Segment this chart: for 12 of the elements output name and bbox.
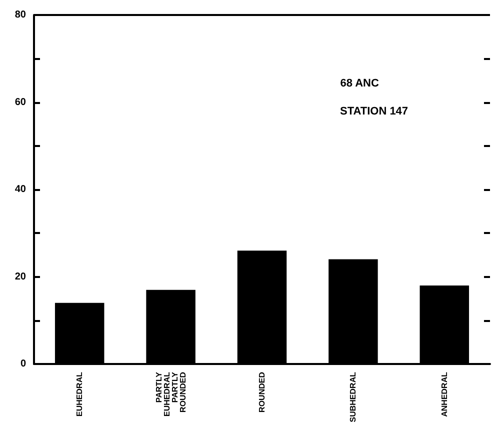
y-tick-label: 0 — [20, 358, 26, 370]
x-tick-label: PARTLY EUHEDRAL PARTLY ROUNDED — [154, 371, 188, 416]
y-tick-label: 80 — [14, 10, 26, 20]
x-tick-label: SUBHEDRAL — [348, 372, 358, 422]
annotation: 68 ANC — [340, 78, 379, 90]
annotation: STATION 147 — [340, 106, 408, 118]
x-tick-label: EUHEDRAL — [75, 372, 84, 416]
x-tick-label: ANHEDRAL — [440, 372, 449, 417]
y-tick-label: 60 — [14, 96, 26, 108]
y-tick-label: 20 — [14, 271, 26, 282]
x-tick-label: ROUNDED — [258, 372, 266, 412]
y-tick-label: 40 — [14, 184, 26, 195]
